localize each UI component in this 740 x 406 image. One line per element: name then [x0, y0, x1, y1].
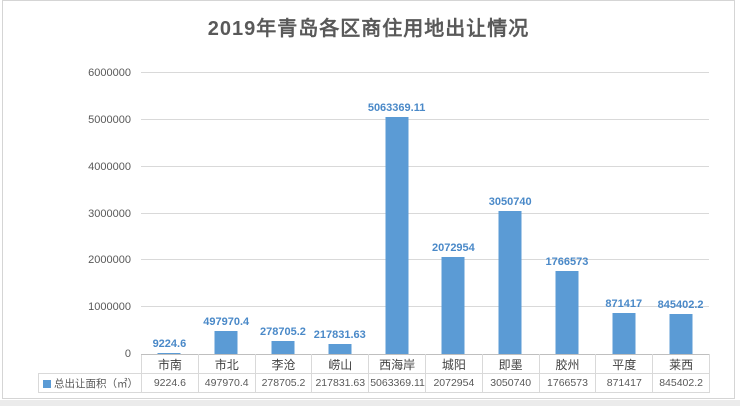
bar-value-label: 871417 — [605, 298, 643, 311]
y-tick-label: 0 — [124, 348, 131, 360]
chart-container: 2019年青岛各区商住用地出让情况 0 1000000 2000000 3000000… — [2, 0, 735, 399]
value-cell: 497970.4 — [197, 373, 256, 393]
value-cell: 217831.63 — [311, 373, 370, 393]
category-cell: 市北 — [197, 354, 256, 374]
value-cell: 2072954 — [424, 373, 483, 393]
legend-marker-icon — [43, 379, 51, 388]
y-tick-label: 6000000 — [88, 67, 131, 79]
value-cell: 278705.2 — [254, 373, 313, 393]
value-cell: 5063369.11 — [368, 373, 426, 393]
plot-area: 9224.6 497970.4 278705.2 217831.63 5063369.1… — [141, 72, 709, 354]
bar-value-label: 278705.2 — [260, 325, 306, 338]
category-cell: 即墨 — [481, 354, 540, 374]
gridline — [141, 212, 709, 214]
value-cell: 871417 — [595, 373, 654, 393]
y-tick-label: 1000000 — [88, 301, 131, 314]
bar — [612, 313, 636, 354]
value-cell: 1766573 — [538, 373, 597, 393]
bar-value-label: 5063369.11 — [367, 101, 426, 114]
bar-column: 2072954 — [425, 73, 482, 354]
bar — [669, 314, 693, 354]
category-cell: 平度 — [595, 354, 654, 374]
chart-title: 2019年青岛各区商住用地出让情况 — [207, 18, 530, 40]
bar — [271, 340, 295, 354]
bar-column: 871417 — [595, 73, 652, 354]
bottom-strip — [0, 400, 740, 406]
gridline — [141, 259, 709, 261]
y-axis: 0 1000000 2000000 3000000 4000000 5000000 6000… — [59, 67, 131, 360]
legend-label: 总出让面积（㎡） — [54, 377, 138, 390]
data-table: 市南 市北 李沧 崂山 西海岸 城阳 即墨 胶州 平度 莱西总出让面积（㎡） 9224.6 49797… — [38, 354, 710, 393]
category-cell: 崂山 — [311, 354, 370, 374]
category-cell: 李沧 — [254, 354, 313, 374]
value-cell: 845402.2 — [652, 373, 710, 393]
gridline — [141, 165, 709, 167]
bar-column: 5063369.11 — [368, 73, 425, 354]
bar-column: 9224.6 — [141, 73, 198, 354]
bar-value-label: 9224.6 — [152, 338, 187, 350]
bar — [555, 271, 579, 354]
bar-column: 217831.63 — [311, 73, 368, 354]
bar — [385, 116, 409, 354]
bar-column: 3050740 — [482, 73, 539, 354]
bar-column: 845402.2 — [652, 73, 709, 354]
value-cell: 9224.6 — [141, 373, 199, 393]
blank-cell — [39, 355, 142, 374]
bar-value-label: 3050740 — [488, 196, 532, 209]
bar-value-label: 845402.2 — [657, 299, 704, 312]
y-tick-label: 3000000 — [88, 207, 131, 220]
bar — [214, 330, 238, 354]
bar-column: 1766573 — [539, 73, 596, 354]
y-tick-label: 4000000 — [88, 160, 131, 173]
category-cell: 胶州 — [538, 354, 597, 374]
value-cell: 3050740 — [481, 373, 540, 393]
y-tick-label: 2000000 — [88, 254, 131, 267]
gridline — [141, 306, 709, 308]
category-cell: 莱西 — [652, 354, 710, 374]
bar — [498, 211, 522, 354]
legend-cell: 总出让面积（㎡） — [38, 373, 142, 393]
bar-column: 497970.4 — [198, 73, 255, 354]
category-cell: 西海岸 — [368, 354, 426, 374]
gridline — [141, 72, 709, 73]
category-cell: 城阳 — [424, 354, 483, 374]
bar-value-label: 217831.63 — [313, 328, 366, 341]
category-cell: 市南 — [141, 354, 199, 374]
bar — [328, 343, 352, 354]
y-tick-label: 5000000 — [88, 113, 131, 126]
bar-column: 278705.2 — [255, 73, 312, 354]
bar — [441, 256, 465, 354]
gridline — [141, 118, 709, 120]
bar-value-label: 497970.4 — [203, 315, 250, 328]
bar-value-label: 1766573 — [545, 256, 589, 269]
bar-value-label: 2072954 — [431, 241, 475, 254]
bars-group: 9224.6 497970.4 278705.2 217831.63 5063369.1… — [141, 73, 709, 354]
bar — [157, 353, 181, 354]
